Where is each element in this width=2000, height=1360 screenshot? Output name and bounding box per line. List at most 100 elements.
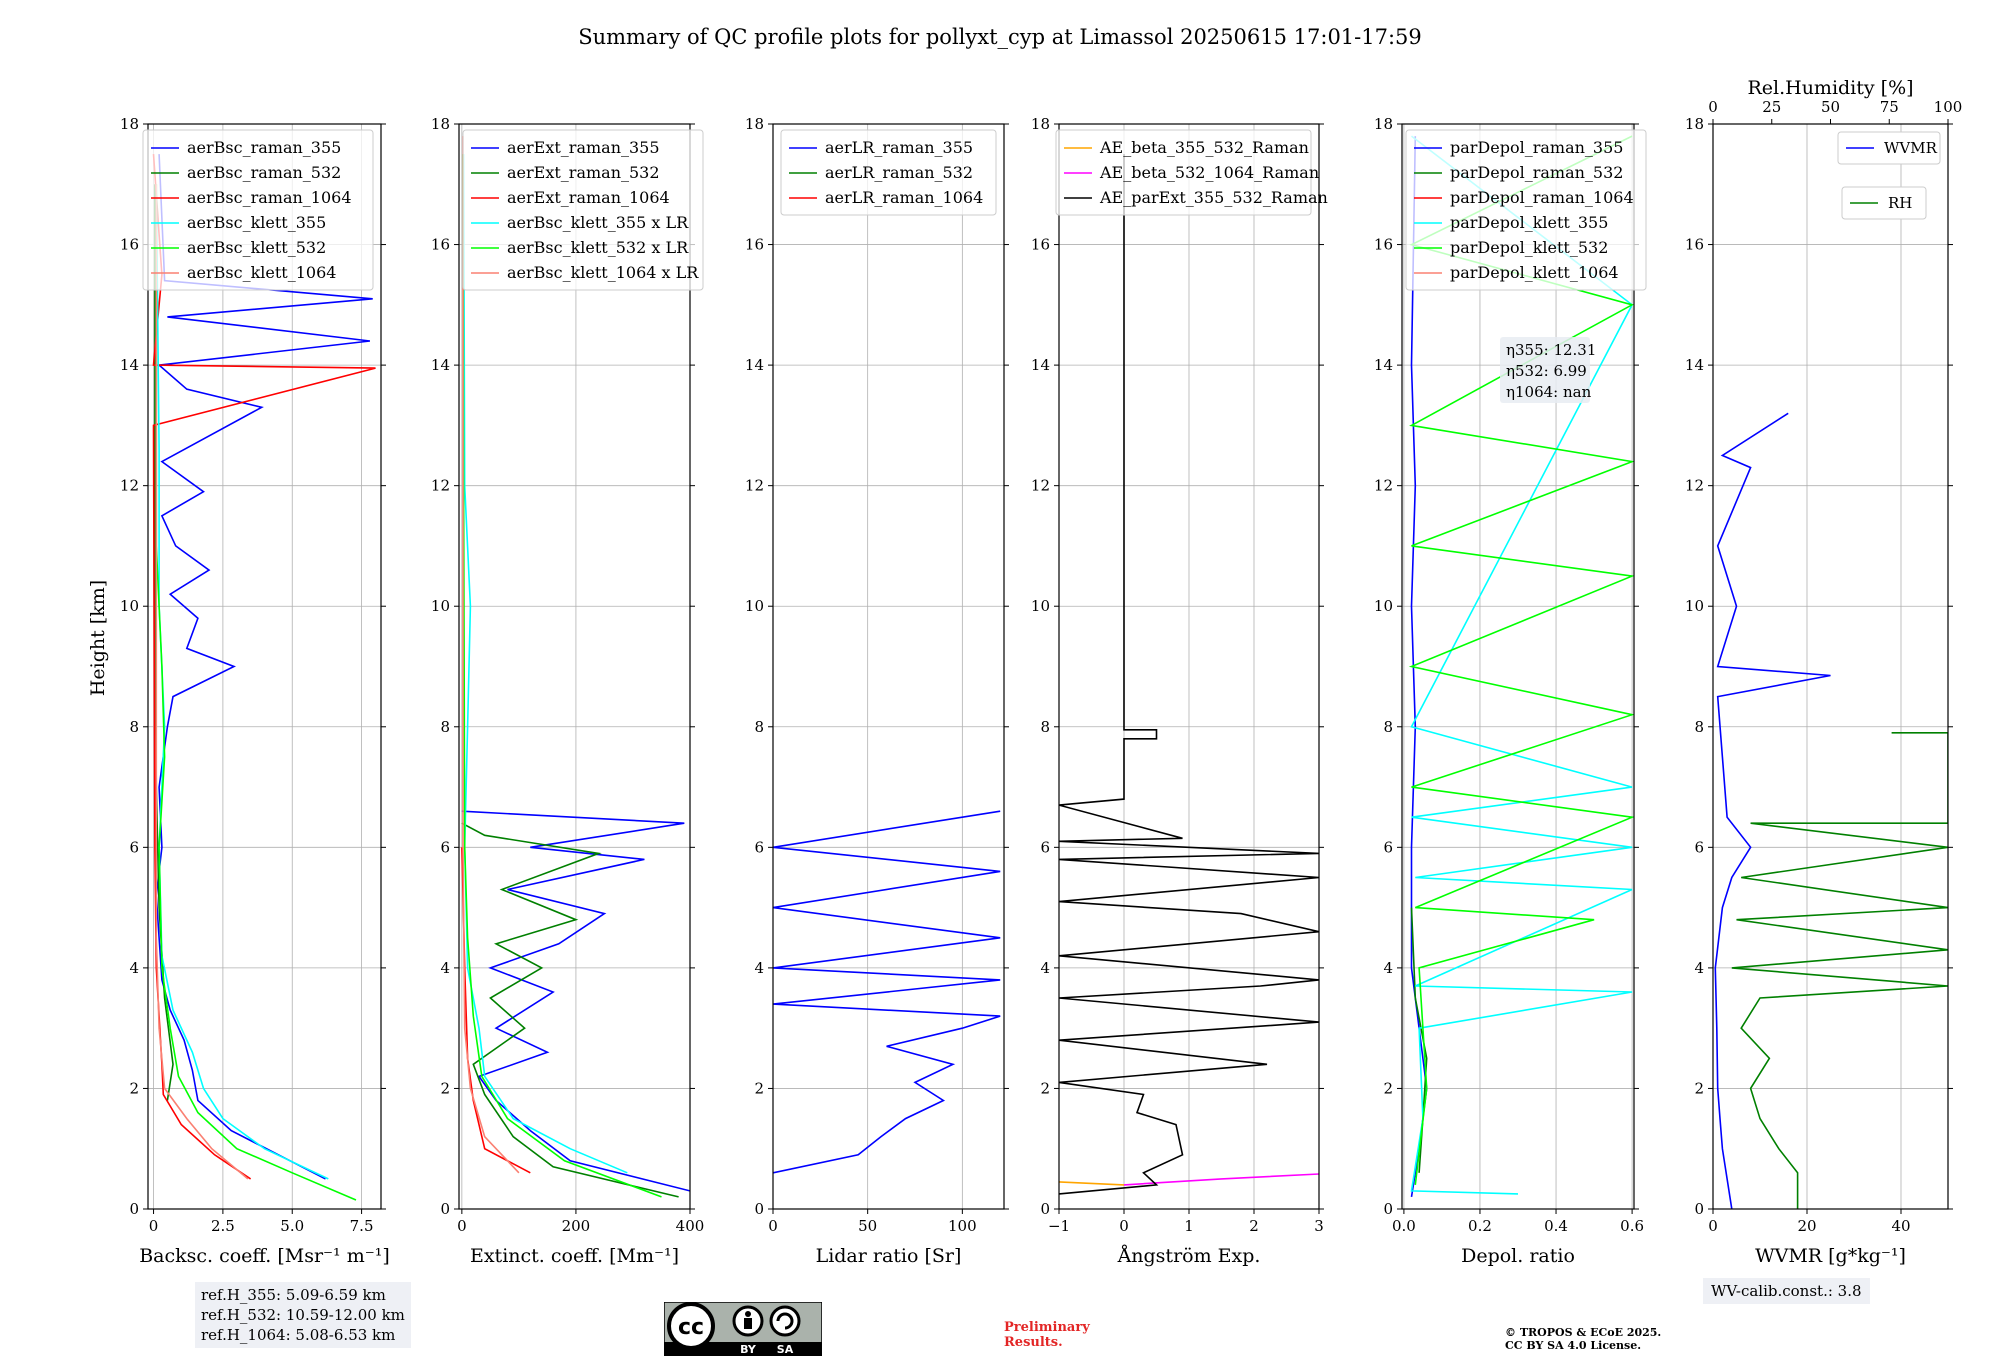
- legend-label: parDepol_raman_1064: [1450, 188, 1634, 207]
- y-tick-label: 8: [1040, 718, 1050, 736]
- figure-title: Summary of QC profile plots for pollyxt_…: [578, 25, 1422, 49]
- panel-backscatter: 0 2 4 6 8 10 12 14 16 18 0 2.5 5.0 7.5 Backsc. coeff. …: [120, 115, 390, 1267]
- legend-label: parDepol_klett_532: [1450, 238, 1608, 257]
- y-tick-label: 4: [754, 959, 764, 977]
- series-AE_beta_532_1064_Raman: [1123, 1173, 1319, 1186]
- y-tick-label: 0: [754, 1200, 764, 1218]
- y-tick-label: 8: [440, 718, 450, 736]
- x-tick-label: 0: [149, 1217, 159, 1235]
- y-axis-label: Height [km]: [87, 580, 109, 696]
- y-tick-label: 14: [1031, 356, 1050, 374]
- x-tick-label: 0.0: [1392, 1217, 1416, 1235]
- y-tick-label: 12: [1374, 477, 1393, 495]
- wv-calibration-box: WV-calib.const.: 3.8: [1703, 1278, 1870, 1304]
- y-tick-label: 12: [120, 477, 139, 495]
- legend-box: [1837, 131, 1941, 165]
- top-x-tick-label: 25: [1762, 98, 1781, 116]
- legend-box: [1055, 129, 1312, 216]
- y-tick-label: 14: [1374, 356, 1393, 374]
- legend-label: aerLR_raman_355: [825, 138, 973, 157]
- y-tick-label: 18: [745, 115, 764, 133]
- y-tick-label: 2: [1694, 1079, 1704, 1097]
- legend-label: aerLR_raman_532: [825, 163, 973, 182]
- x-tick-label: 100: [948, 1217, 977, 1235]
- y-tick-label: 10: [1374, 597, 1393, 615]
- legend-label: AE_parExt_355_532_Raman: [1099, 188, 1328, 207]
- series-aerBsc_klett_532 x LR: [462, 154, 662, 1198]
- series-aerBsc_klett_1064 x LR: [462, 136, 520, 1174]
- y-tick-label: 8: [1383, 718, 1393, 736]
- axes-frame: [147, 123, 382, 1210]
- legend-label: parDepol_raman_532: [1450, 163, 1623, 182]
- cc-logo-text: cc: [678, 1315, 704, 1340]
- panel-extinction: 0 2 4 6 8 10 12 14 16 18 0 200 400 Extinct. coeff. [M…: [431, 115, 704, 1267]
- x-tick-label: 0.2: [1468, 1217, 1492, 1235]
- series-aerBsc_klett_532: [155, 184, 357, 1201]
- legend-box: [142, 129, 374, 291]
- series-aerBsc_klett_355 x LR: [462, 154, 628, 1174]
- axes-frame: [1712, 123, 1949, 1210]
- x-tick-label: 0: [457, 1217, 467, 1235]
- legend-label: parDepol_klett_355: [1450, 213, 1608, 232]
- y-tick-label: 14: [120, 356, 139, 374]
- y-tick-label: 6: [440, 838, 450, 856]
- y-tick-label: 2: [129, 1079, 139, 1097]
- legend-label: aerBsc_klett_355: [187, 213, 326, 232]
- top-x-tick-label: 50: [1821, 98, 1840, 116]
- y-tick-label: 10: [745, 597, 764, 615]
- x-tick-label: 2.5: [211, 1217, 235, 1235]
- legend-label: parDepol_raman_355: [1450, 138, 1623, 157]
- legend-label: aerBsc_raman_532: [187, 163, 341, 182]
- badge-by-text: BY: [740, 1343, 757, 1356]
- y-tick-label: 16: [1685, 236, 1704, 254]
- legend-label: WVMR: [1884, 139, 1938, 157]
- x-axis-label: Depol. ratio: [1461, 1245, 1575, 1267]
- copyright-note: © TROPOS & ECoE 2025. CC BY SA 4.0 Licen…: [1505, 1326, 1661, 1352]
- legend-label: aerBsc_klett_1064: [187, 263, 336, 282]
- ref-height-532: ref.H_532: 10.59-12.00 km: [201, 1306, 405, 1324]
- preliminary-results-note: Preliminary Results.: [1004, 1320, 1090, 1350]
- x-tick-label: 50: [858, 1217, 877, 1235]
- y-tick-label: 18: [1374, 115, 1393, 133]
- x-tick-label: 200: [562, 1217, 591, 1235]
- y-tick-label: 14: [1685, 356, 1704, 374]
- eta-annotation: η1064: nan: [1506, 383, 1592, 401]
- y-tick-label: 18: [1685, 115, 1704, 133]
- x-tick-label: 0.4: [1544, 1217, 1568, 1235]
- legend-box: [462, 129, 704, 291]
- y-tick-label: 16: [745, 236, 764, 254]
- y-tick-label: 10: [431, 597, 450, 615]
- x-tick-label: 5.0: [280, 1217, 304, 1235]
- y-tick-label: 8: [1694, 718, 1704, 736]
- x-tick-label: 2: [1249, 1217, 1259, 1235]
- legend-label: aerBsc_klett_1064 x LR: [507, 263, 699, 282]
- y-tick-label: 0: [129, 1200, 139, 1218]
- series-aerBsc_klett_1064: [155, 184, 249, 1180]
- legend-label: aerBsc_raman_355: [187, 138, 341, 157]
- legend-label: AE_beta_355_532_Raman: [1099, 138, 1309, 157]
- panel-lidar_ratio: 0 2 4 6 8 10 12 14 16 18 0 50 100 Lidar ratio [Sr] aer…: [745, 115, 1009, 1267]
- top-x-tick-label: 0: [1708, 98, 1718, 116]
- y-tick-label: 6: [1694, 838, 1704, 856]
- series-parDepol_klett_532: [1408, 135, 1634, 1185]
- share-alike-icon: [769, 1305, 801, 1337]
- y-tick-label: 4: [440, 959, 450, 977]
- y-tick-label: 8: [129, 718, 139, 736]
- series-AE_parExt_355_532_Raman: [1059, 154, 1319, 1195]
- legend-box: [1841, 186, 1927, 220]
- y-tick-label: 0: [1383, 1200, 1393, 1218]
- y-tick-label: 12: [745, 477, 764, 495]
- y-tick-label: 8: [754, 718, 764, 736]
- y-tick-label: 2: [440, 1079, 450, 1097]
- legend-label: aerExt_raman_355: [507, 138, 660, 157]
- x-axis-label: WVMR [g*kg⁻¹]: [1755, 1245, 1906, 1267]
- legend-box: [780, 129, 997, 216]
- y-tick-label: 18: [1031, 115, 1050, 133]
- legend-label: aerLR_raman_1064: [825, 188, 983, 207]
- legend-box: [1405, 129, 1647, 291]
- y-tick-label: 14: [745, 356, 764, 374]
- y-tick-label: 10: [1031, 597, 1050, 615]
- cc-logo-icon: [667, 1302, 715, 1350]
